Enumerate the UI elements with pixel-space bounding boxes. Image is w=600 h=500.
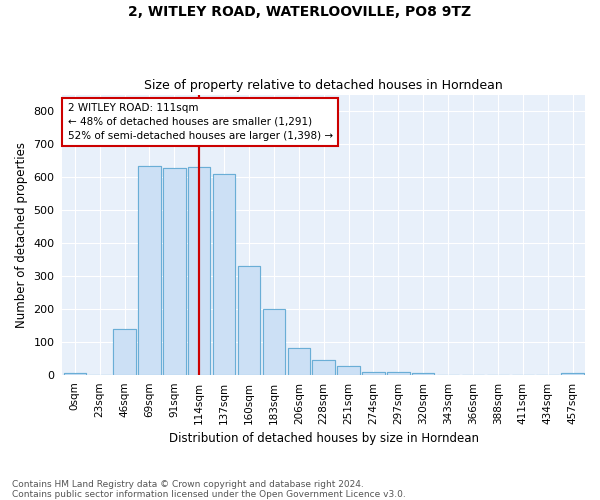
Bar: [163, 168, 185, 376]
Text: 2 WITLEY ROAD: 111sqm
← 48% of detached houses are smaller (1,291)
52% of semi-d: 2 WITLEY ROAD: 111sqm ← 48% of detached …: [68, 103, 332, 141]
Bar: [287, 348, 310, 376]
Bar: [362, 372, 385, 376]
Bar: [138, 166, 161, 376]
Bar: [562, 374, 584, 376]
Bar: [362, 372, 385, 376]
Bar: [263, 309, 285, 376]
Bar: [64, 373, 86, 376]
Bar: [113, 329, 136, 376]
Bar: [188, 167, 211, 376]
Bar: [412, 374, 434, 376]
Bar: [113, 329, 136, 376]
Bar: [412, 374, 434, 376]
Bar: [387, 372, 410, 376]
Bar: [313, 360, 335, 376]
Bar: [287, 348, 310, 376]
Bar: [213, 174, 235, 376]
Bar: [337, 366, 360, 376]
Bar: [188, 167, 211, 376]
Title: Size of property relative to detached houses in Horndean: Size of property relative to detached ho…: [144, 79, 503, 92]
X-axis label: Distribution of detached houses by size in Horndean: Distribution of detached houses by size …: [169, 432, 479, 445]
Text: Contains HM Land Registry data © Crown copyright and database right 2024.
Contai: Contains HM Land Registry data © Crown c…: [12, 480, 406, 499]
Bar: [138, 166, 161, 376]
Y-axis label: Number of detached properties: Number of detached properties: [15, 142, 28, 328]
Bar: [238, 266, 260, 376]
Bar: [64, 373, 86, 376]
Text: 2, WITLEY ROAD, WATERLOOVILLE, PO8 9TZ: 2, WITLEY ROAD, WATERLOOVILLE, PO8 9TZ: [128, 5, 472, 19]
Bar: [562, 374, 584, 376]
Bar: [213, 174, 235, 376]
Bar: [163, 168, 185, 376]
Bar: [387, 372, 410, 376]
Bar: [313, 360, 335, 376]
Bar: [263, 309, 285, 376]
Bar: [337, 366, 360, 376]
Bar: [238, 266, 260, 376]
